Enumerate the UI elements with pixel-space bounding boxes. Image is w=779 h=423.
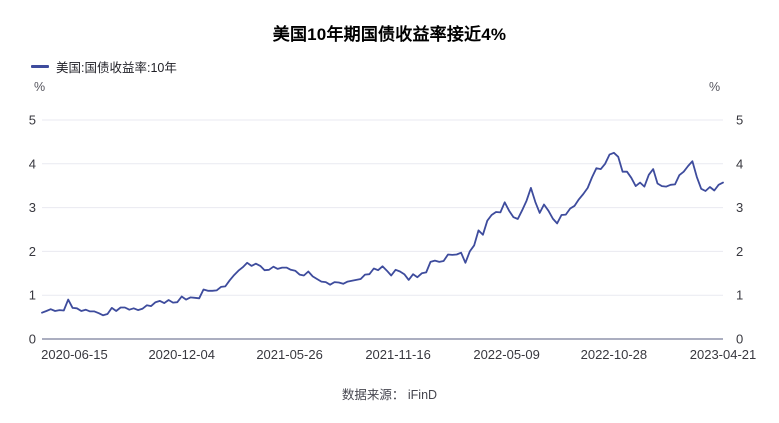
y-axis-label-left: 4: [29, 156, 36, 171]
x-axis-label: 2023-04-21: [690, 347, 757, 362]
y-axis-label-right: 5: [736, 113, 743, 128]
legend: 美国:国债收益率:10年: [31, 57, 177, 76]
y-axis-unit-right: %: [709, 80, 721, 94]
x-axis-label: 2020-06-15: [41, 347, 108, 362]
y-axis-label-left: 5: [29, 113, 36, 128]
yield-line: [41, 151, 724, 317]
y-axis-unit-left: %: [34, 80, 46, 94]
y-axis-label-right: 0: [736, 332, 743, 347]
x-axis-label: 2021-11-16: [365, 347, 431, 362]
data-source-note: 数据来源： iFinD: [341, 388, 438, 402]
y-axis-label-left: 3: [29, 200, 36, 215]
y-axis-label-left: 1: [29, 288, 36, 303]
x-axis-label: 2022-05-09: [473, 347, 540, 362]
y-axis-label-left: 2: [29, 244, 36, 259]
x-axis-label: 2022-10-28: [581, 347, 648, 362]
y-axis-label-right: 1: [736, 288, 743, 303]
legend-label: 美国:国债收益率:10年: [56, 61, 177, 75]
legend-line-swatch: [31, 65, 49, 68]
y-axis-label-left: 0: [29, 332, 36, 347]
y-axis-label-right: 2: [736, 244, 743, 259]
x-axis-label: 2020-12-04: [148, 347, 215, 362]
x-axis-label: 2021-05-26: [256, 347, 323, 362]
y-axis-label-right: 3: [736, 200, 743, 215]
chart-title: 美国10年期国债收益率接近4%: [272, 25, 507, 44]
y-axis-label-right: 4: [736, 156, 743, 171]
